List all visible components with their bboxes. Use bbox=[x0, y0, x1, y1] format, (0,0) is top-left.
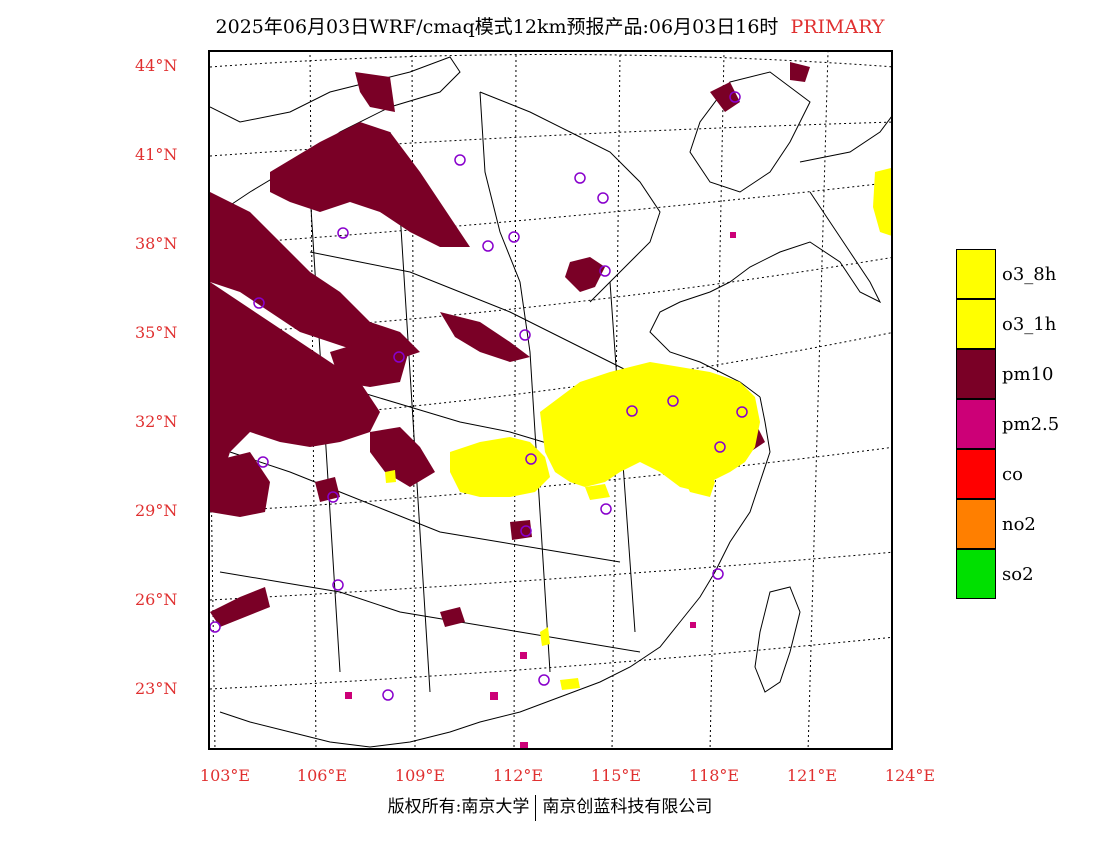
legend-swatch-no2 bbox=[956, 499, 996, 549]
lon-label-115: 115°E bbox=[590, 766, 642, 785]
lon-label-106: 106°E bbox=[296, 766, 348, 785]
lat-label-32: 32°N bbox=[135, 412, 178, 431]
ozone-areas bbox=[385, 168, 891, 690]
lon-label-109: 109°E bbox=[394, 766, 446, 785]
legend-label-o3-1h: o3_1h bbox=[1002, 314, 1057, 335]
legend-swatch-o3-1h bbox=[956, 299, 996, 349]
station-markers bbox=[210, 91, 748, 701]
pm25-areas bbox=[345, 232, 736, 748]
map-title-tag: PRIMARY bbox=[790, 16, 885, 38]
map-title-text: 2025年06月03日WRF/cmaq模式12km预报产品:06月03日16时 bbox=[215, 16, 779, 38]
copyright-footer: 版权所有:南京大学 南京创蓝科技有限公司 bbox=[0, 792, 1100, 821]
lat-label-26: 26°N bbox=[135, 590, 178, 609]
copyright-company: 南京创蓝科技有限公司 bbox=[542, 797, 713, 817]
legend bbox=[956, 249, 996, 599]
legend-swatch-o3-8h bbox=[956, 249, 996, 299]
forecast-map[interactable] bbox=[208, 50, 893, 750]
legend-swatch-so2 bbox=[956, 549, 996, 599]
lon-label-118: 118°E bbox=[688, 766, 740, 785]
lon-label-121: 121°E bbox=[786, 766, 838, 785]
footer-divider bbox=[535, 794, 537, 821]
lat-label-35: 35°N bbox=[135, 323, 178, 342]
legend-label-o3-8h: o3_8h bbox=[1002, 264, 1057, 285]
legend-swatch-pm10 bbox=[956, 349, 996, 399]
copyright-owner: 版权所有:南京大学 bbox=[387, 797, 530, 817]
legend-swatch-pm25 bbox=[956, 399, 996, 449]
lat-label-44: 44°N bbox=[135, 56, 178, 75]
legend-label-no2: no2 bbox=[1002, 514, 1036, 535]
lat-label-38: 38°N bbox=[135, 234, 178, 253]
legend-label-co: co bbox=[1002, 464, 1023, 485]
lat-label-29: 29°N bbox=[135, 501, 178, 520]
lon-label-103: 103°E bbox=[199, 766, 251, 785]
map-canvas bbox=[210, 52, 891, 748]
lat-label-23: 23°N bbox=[135, 679, 178, 698]
lon-label-124: 124°E bbox=[884, 766, 936, 785]
legend-label-so2: so2 bbox=[1002, 564, 1034, 585]
lat-label-41: 41°N bbox=[135, 145, 178, 164]
legend-swatch-co bbox=[956, 449, 996, 499]
lon-label-112: 112°E bbox=[492, 766, 544, 785]
legend-label-pm25: pm2.5 bbox=[1002, 414, 1060, 435]
legend-label-pm10: pm10 bbox=[1002, 364, 1054, 385]
pm10-areas bbox=[210, 62, 810, 627]
map-title: 2025年06月03日WRF/cmaq模式12km预报产品:06月03日16时 P… bbox=[0, 12, 1100, 39]
